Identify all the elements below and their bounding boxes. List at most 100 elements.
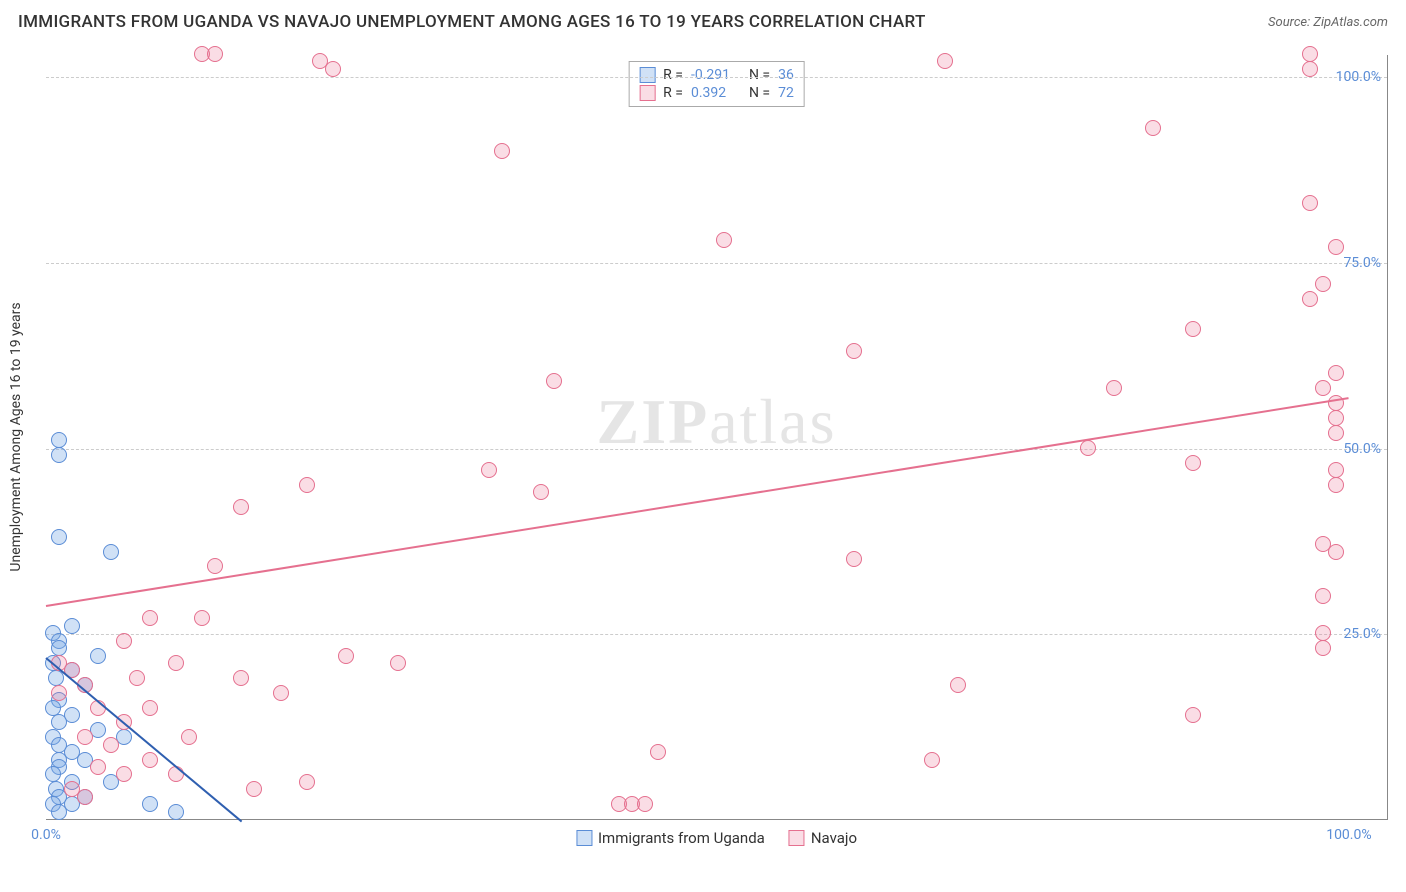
legend-swatch: [639, 85, 655, 101]
legend-item: Navajo: [789, 829, 857, 847]
stat-r-value: -0.291: [691, 67, 741, 83]
data-point: [533, 484, 549, 500]
data-point: [637, 796, 653, 812]
data-point: [846, 551, 862, 567]
watermark: ZIPatlas: [597, 385, 837, 459]
data-point: [64, 618, 80, 634]
data-point: [51, 714, 67, 730]
data-point: [90, 759, 106, 775]
legend-swatch: [789, 830, 805, 846]
data-point: [1185, 707, 1201, 723]
data-point: [51, 432, 67, 448]
data-point: [142, 700, 158, 716]
data-point: [90, 648, 106, 664]
data-point: [45, 766, 61, 782]
data-point: [1328, 462, 1344, 478]
data-point: [1328, 477, 1344, 493]
watermark-rest: atlas: [709, 386, 836, 457]
data-point: [1302, 61, 1318, 77]
data-point: [1315, 625, 1331, 641]
source-label: Source: ZipAtlas.com: [1268, 15, 1388, 30]
data-point: [846, 343, 862, 359]
data-point: [546, 373, 562, 389]
data-point: [1315, 588, 1331, 604]
data-point: [299, 774, 315, 790]
title-bar: IMMIGRANTS FROM UGANDA VS NAVAJO UNEMPLO…: [18, 12, 1388, 32]
data-point: [1328, 425, 1344, 441]
data-point: [207, 46, 223, 62]
data-point: [246, 781, 262, 797]
gridline-h: [46, 77, 1387, 78]
y-tick-label: 75.0%: [1343, 255, 1381, 271]
gridline-h: [46, 449, 1387, 450]
data-point: [1302, 195, 1318, 211]
watermark-bold: ZIP: [597, 386, 710, 457]
data-point: [77, 789, 93, 805]
legend-stats-row: R = -0.291 N = 36: [639, 66, 794, 84]
gridline-h: [46, 634, 1387, 635]
data-point: [1328, 365, 1344, 381]
data-point: [51, 685, 67, 701]
legend-item: Immigrants from Uganda: [576, 829, 765, 847]
data-point: [51, 529, 67, 545]
stat-n-label: N =: [749, 85, 770, 101]
data-point: [45, 700, 61, 716]
data-point: [1080, 440, 1096, 456]
chart-title: IMMIGRANTS FROM UGANDA VS NAVAJO UNEMPLO…: [18, 12, 926, 32]
legend-label: Immigrants from Uganda: [598, 829, 765, 847]
data-point: [325, 61, 341, 77]
data-point: [1315, 276, 1331, 292]
data-point: [950, 677, 966, 693]
data-point: [299, 477, 315, 493]
data-point: [207, 558, 223, 574]
legend-label: Navajo: [811, 829, 857, 847]
stat-n-value: 72: [778, 85, 794, 101]
plot-area: Unemployment Among Ages 16 to 19 years Z…: [46, 55, 1388, 820]
data-point: [1315, 640, 1331, 656]
data-point: [650, 744, 666, 760]
data-point: [937, 53, 953, 69]
data-point: [142, 610, 158, 626]
legend-swatch: [576, 830, 592, 846]
data-point: [181, 729, 197, 745]
legend-series: Immigrants from Uganda Navajo: [576, 829, 857, 847]
data-point: [1315, 380, 1331, 396]
data-point: [168, 804, 184, 820]
data-point: [142, 752, 158, 768]
y-tick-label: 100.0%: [1336, 69, 1381, 85]
data-point: [1328, 239, 1344, 255]
data-point: [481, 462, 497, 478]
data-point: [1106, 380, 1122, 396]
data-point: [77, 729, 93, 745]
data-point: [233, 499, 249, 515]
data-point: [716, 232, 732, 248]
data-point: [103, 737, 119, 753]
data-point: [168, 655, 184, 671]
data-point: [1185, 321, 1201, 337]
y-axis-label: Unemployment Among Ages 16 to 19 years: [8, 302, 24, 571]
stat-n-label: N =: [749, 67, 770, 83]
data-point: [51, 640, 67, 656]
x-tick-label: 100.0%: [1326, 827, 1371, 843]
data-point: [390, 655, 406, 671]
y-tick-label: 25.0%: [1343, 626, 1381, 642]
data-point: [1328, 544, 1344, 560]
legend-stats-box: R = -0.291 N = 36 R = 0.392 N = 72: [628, 61, 805, 107]
data-point: [194, 610, 210, 626]
data-point: [51, 804, 67, 820]
gridline-h: [46, 263, 1387, 264]
data-point: [338, 648, 354, 664]
data-point: [924, 752, 940, 768]
stat-n-value: 36: [778, 67, 794, 83]
data-point: [1185, 455, 1201, 471]
legend-swatch: [639, 67, 655, 83]
stat-r-label: R =: [663, 67, 683, 83]
data-point: [233, 670, 249, 686]
data-point: [1145, 120, 1161, 136]
data-point: [116, 633, 132, 649]
data-point: [103, 544, 119, 560]
x-tick-label: 0.0%: [31, 827, 61, 843]
data-point: [51, 447, 67, 463]
stat-r-value: 0.392: [691, 85, 741, 101]
stat-r-label: R =: [663, 85, 683, 101]
